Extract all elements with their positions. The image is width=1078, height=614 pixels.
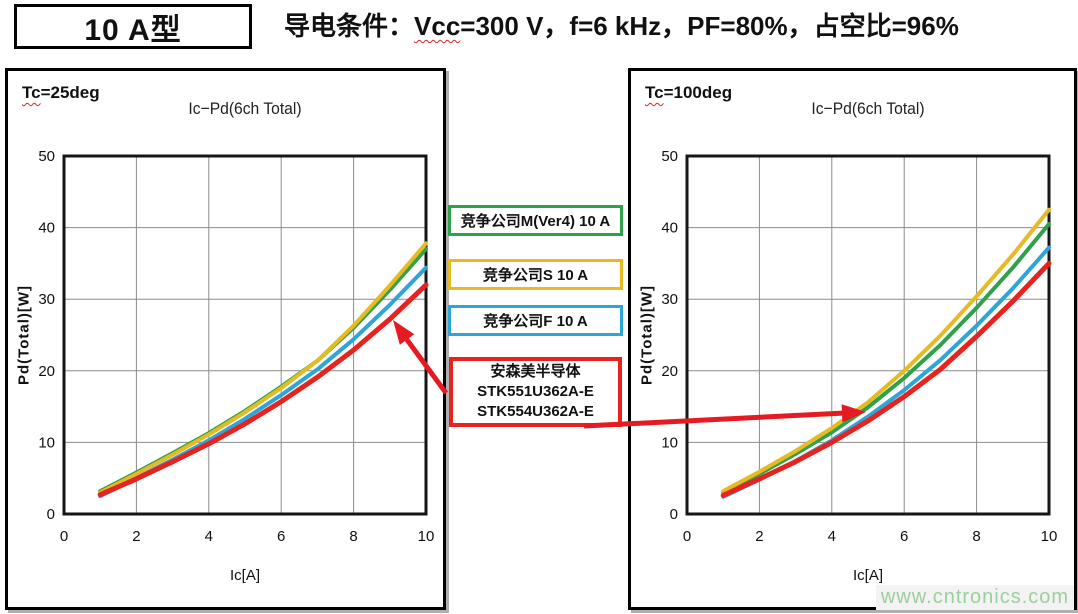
y-tick-label: 30 — [661, 291, 678, 308]
tc100-value: =100deg — [663, 83, 733, 102]
tc100-condition-label: Tc=100deg — [645, 83, 732, 103]
x-tick-label: 4 — [828, 528, 836, 545]
x-tick-label: 10 — [1041, 528, 1058, 545]
right-chart-plot: 0 2 4 6 8 10 0 10 20 30 40 50 — [661, 148, 1058, 545]
watermark: www.cntronics.com — [876, 585, 1074, 610]
right-chart-title: Ic−Pd(6ch Total) — [811, 99, 925, 118]
onsemi-company-name: 安森美半导体 — [490, 363, 581, 380]
x-tick-label: 0 — [683, 528, 691, 545]
conditions-prefix: 导电条件： — [284, 11, 415, 41]
y-tick-label: 10 — [38, 434, 55, 451]
y-tick-label: 0 — [47, 506, 55, 523]
legend-competitor-s: 竞争公司S 10 A — [448, 259, 623, 290]
legend-competitor-s-label: 竞争公司S 10 A — [482, 267, 589, 284]
y-tick-label: 50 — [661, 148, 678, 165]
curve-competitor-f — [721, 245, 1051, 499]
x-tick-label: 4 — [205, 528, 213, 545]
conditions-values: =300 V，f=6 kHz，PF=80%，占空比=96% — [460, 11, 959, 41]
legend-onsemi: 安森美半导体 STK551U362A-E STK554U362A-E — [449, 357, 622, 427]
device-type-label: 10 A型 — [84, 13, 182, 47]
curve-onsemi — [720, 260, 1052, 498]
left-x-axis-label: Ic[A] — [229, 567, 260, 584]
y-tick-label: 20 — [38, 363, 55, 380]
left-chart-plot: 0 2 4 6 8 10 0 10 20 30 40 50 — [38, 148, 435, 545]
tc25-condition-label: Tc=25deg — [22, 83, 100, 103]
x-tick-label: 6 — [900, 528, 908, 545]
left-chart-title: Ic−Pd(6ch Total) — [188, 99, 302, 118]
y-tick-label: 20 — [661, 363, 678, 380]
x-tick-label: 10 — [418, 528, 435, 545]
y-tick-label: 40 — [38, 220, 55, 237]
right-x-axis-label: Ic[A] — [852, 567, 883, 584]
conditions-vcc: Vcc — [414, 11, 461, 41]
legend-competitor-f-label: 竞争公司F 10 A — [483, 313, 588, 330]
tc25-prefix: Tc — [22, 83, 41, 102]
x-tick-label: 2 — [132, 528, 140, 545]
watermark-text: www.cntronics.com — [880, 586, 1070, 608]
chart-panel-tc25: Tc=25deg Ic−Pd(6ch Total) Pd(Total)[W] 0… — [5, 68, 446, 610]
x-tick-label: 8 — [349, 528, 357, 545]
x-tick-label: 2 — [755, 528, 763, 545]
onsemi-part-number-2: STK554U362A-E — [477, 403, 594, 420]
y-tick-label: 50 — [38, 148, 55, 165]
curve-competitor-m — [98, 247, 428, 494]
y-tick-label: 40 — [661, 220, 678, 237]
tc100-prefix: Tc — [645, 83, 664, 102]
x-tick-label: 0 — [60, 528, 68, 545]
x-tick-label: 6 — [277, 528, 285, 545]
device-type-badge: 10 A型 — [14, 4, 252, 49]
curve-onsemi — [97, 282, 429, 498]
onsemi-part-number-1: STK551U362A-E — [477, 383, 594, 400]
y-tick-label: 10 — [661, 434, 678, 451]
y-tick-label: 0 — [670, 506, 678, 523]
legend-competitor-f: 竞争公司F 10 A — [448, 305, 623, 336]
legend-competitor-m: 竞争公司M(Ver4) 10 A — [448, 205, 623, 236]
tc25-value: =25deg — [40, 83, 100, 102]
legend-competitor-m-label: 竞争公司M(Ver4) 10 A — [460, 213, 611, 230]
test-conditions: 导电条件：Vcc=300 V，f=6 kHz，PF=80%，占空比=96% — [284, 8, 1074, 44]
curve-competitor-m — [721, 222, 1051, 495]
y-tick-label: 30 — [38, 291, 55, 308]
chart-panel-tc100: Tc=100deg Ic−Pd(6ch Total) Pd(Total)[W] … — [628, 68, 1077, 610]
x-tick-label: 8 — [972, 528, 980, 545]
curve-competitor-s — [98, 241, 428, 495]
curve-competitor-s — [721, 207, 1051, 494]
